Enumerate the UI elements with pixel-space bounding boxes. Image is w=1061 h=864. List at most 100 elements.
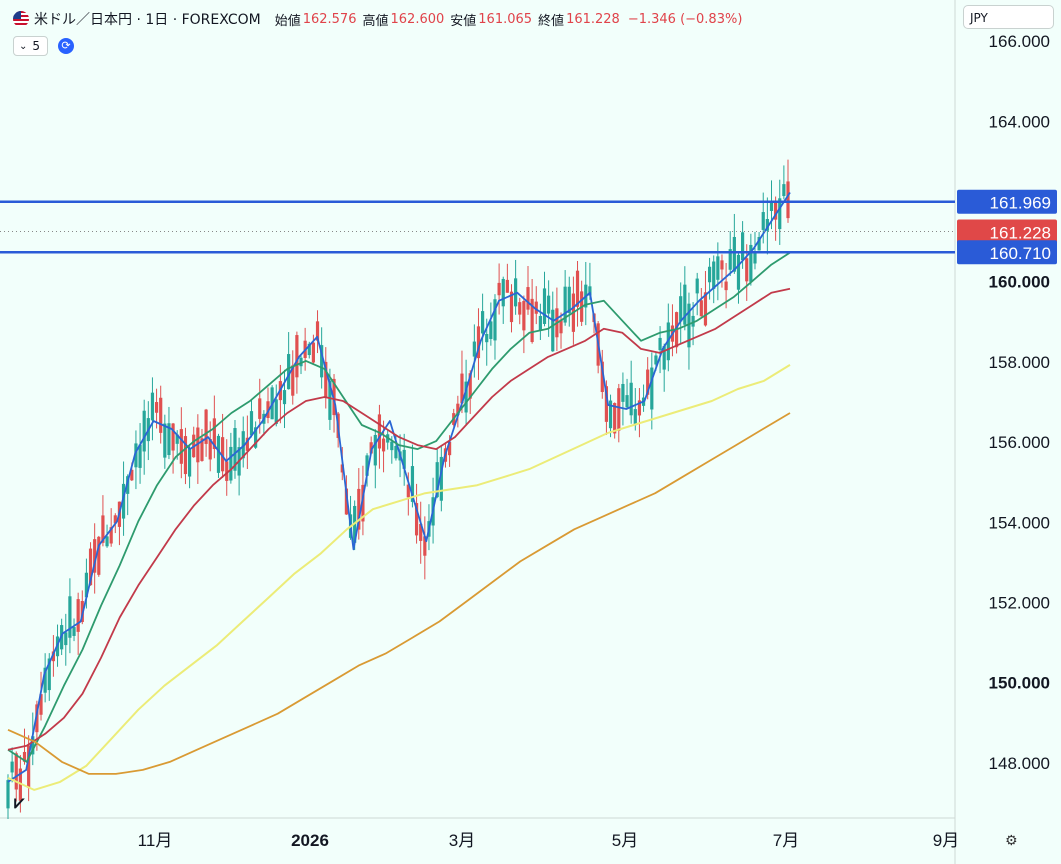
candle-body bbox=[456, 403, 460, 416]
candle-body bbox=[662, 346, 666, 370]
candle-body bbox=[377, 414, 382, 449]
candle-body bbox=[159, 397, 163, 433]
candle-body bbox=[43, 667, 47, 693]
candle-body bbox=[534, 301, 538, 314]
candle-body bbox=[509, 291, 514, 323]
candle-body bbox=[307, 343, 311, 356]
candle-body bbox=[39, 694, 43, 715]
candle-body bbox=[423, 536, 427, 556]
candle-body bbox=[547, 295, 551, 314]
candle-body bbox=[225, 461, 229, 481]
candle-body bbox=[629, 382, 633, 416]
symbol-title[interactable]: 米ドル／日本円 · 1日 · FOREXCOM bbox=[34, 12, 261, 28]
candle-body bbox=[340, 464, 344, 473]
candle-body bbox=[138, 444, 142, 468]
y-tick-label: 164.000 bbox=[989, 112, 1050, 131]
price-tag-label: 161.228 bbox=[990, 223, 1051, 242]
candle-body bbox=[179, 429, 183, 464]
candle-body bbox=[381, 438, 386, 452]
candle-body bbox=[200, 438, 204, 461]
candle-body bbox=[679, 296, 683, 322]
ma-line-red bbox=[7, 287, 791, 751]
candle-body bbox=[361, 484, 365, 522]
candle-body bbox=[703, 292, 708, 326]
candle-body bbox=[208, 439, 212, 460]
candle-body bbox=[608, 400, 613, 429]
candle-body bbox=[753, 251, 757, 264]
candle-body bbox=[633, 409, 637, 426]
candle-body bbox=[315, 321, 320, 341]
chevron-down-icon: ⌄ bbox=[19, 40, 28, 52]
candle-body bbox=[439, 456, 443, 501]
candle-body bbox=[221, 437, 225, 472]
candle-body bbox=[695, 278, 699, 294]
candle-body bbox=[460, 373, 464, 404]
candle-body bbox=[216, 435, 221, 473]
candle-body bbox=[464, 381, 468, 413]
candle-body bbox=[84, 572, 89, 598]
candle-body bbox=[121, 483, 126, 519]
candle-body bbox=[212, 418, 216, 450]
y-tick-label: 152.000 bbox=[989, 593, 1050, 612]
high-value: 162.600 bbox=[390, 11, 445, 27]
candles bbox=[6, 159, 790, 820]
candle-body bbox=[72, 627, 76, 636]
candle-body bbox=[485, 333, 489, 343]
candle-body bbox=[683, 284, 687, 325]
candle-body bbox=[447, 441, 452, 456]
y-tick-label: 160.000 bbox=[989, 273, 1050, 292]
candle-body bbox=[749, 244, 753, 282]
candle-body bbox=[476, 326, 481, 359]
candle-body bbox=[171, 423, 175, 451]
candle-body bbox=[481, 311, 485, 334]
candle-body bbox=[295, 335, 299, 378]
candle-body bbox=[47, 658, 51, 691]
close-label: 終値 bbox=[538, 13, 565, 29]
candle-body bbox=[563, 286, 567, 323]
price-tag bbox=[957, 189, 1057, 214]
price-tag bbox=[957, 240, 1057, 265]
candle-body bbox=[716, 256, 720, 280]
candle-body bbox=[287, 354, 291, 390]
y-tick-label: 156.000 bbox=[989, 433, 1050, 452]
candle-body bbox=[233, 428, 237, 471]
candle-body bbox=[736, 254, 741, 290]
candle-body bbox=[559, 319, 563, 334]
candle-body bbox=[320, 345, 324, 378]
candle-body bbox=[241, 431, 245, 459]
settings-gear-icon[interactable]: ⚙ bbox=[1005, 833, 1018, 849]
candle-body bbox=[637, 400, 642, 416]
candle-body bbox=[254, 427, 258, 448]
candle-body bbox=[291, 365, 295, 396]
candle-body bbox=[142, 410, 146, 452]
candle-body bbox=[542, 288, 547, 324]
currency-select[interactable]: JPY bbox=[963, 5, 1054, 29]
indicator-toggle[interactable]: ⌄ 5 bbox=[13, 36, 49, 56]
candle-body bbox=[369, 442, 373, 454]
high-label: 高値 bbox=[362, 13, 389, 29]
candle-body bbox=[778, 198, 782, 230]
candle-body bbox=[712, 261, 716, 289]
candle-body bbox=[745, 258, 749, 282]
candle-body bbox=[266, 401, 270, 419]
candle-body bbox=[130, 469, 134, 481]
candle-body bbox=[757, 236, 761, 251]
candle-body bbox=[774, 202, 778, 220]
candle-body bbox=[163, 423, 167, 458]
refresh-icon[interactable]: ⟳ bbox=[58, 38, 75, 54]
y-tick-label: 150.000 bbox=[989, 674, 1050, 693]
candle-body bbox=[311, 342, 315, 363]
candle-body bbox=[646, 369, 650, 395]
candle-body bbox=[741, 232, 745, 261]
candle-body bbox=[724, 281, 728, 291]
candle-body bbox=[765, 218, 769, 231]
candle-body bbox=[435, 462, 439, 498]
candle-body bbox=[617, 388, 621, 431]
indicator-count: 5 bbox=[32, 39, 41, 53]
price-tag bbox=[957, 219, 1057, 244]
candle-body bbox=[501, 278, 505, 307]
candle-body bbox=[97, 536, 101, 575]
close-value: 161.228 bbox=[566, 11, 620, 27]
candle-body bbox=[575, 270, 580, 307]
